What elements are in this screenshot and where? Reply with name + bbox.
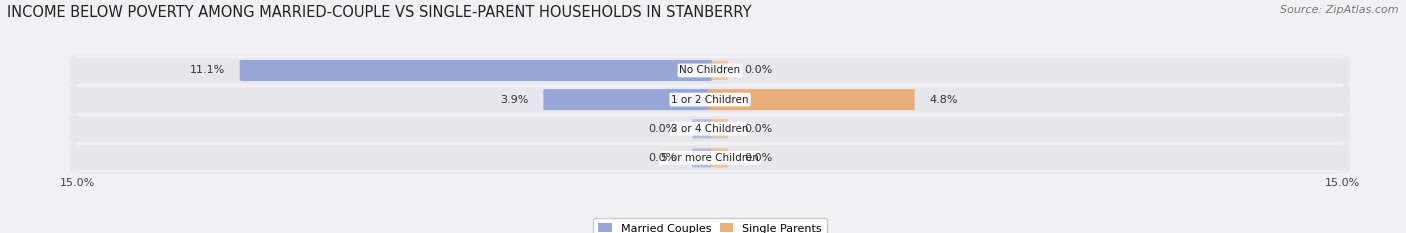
FancyBboxPatch shape	[692, 119, 711, 138]
FancyBboxPatch shape	[70, 84, 1350, 115]
FancyBboxPatch shape	[709, 61, 728, 80]
Text: 5 or more Children: 5 or more Children	[661, 153, 759, 163]
Text: Source: ZipAtlas.com: Source: ZipAtlas.com	[1281, 5, 1399, 15]
Legend: Married Couples, Single Parents: Married Couples, Single Parents	[593, 218, 827, 233]
FancyBboxPatch shape	[70, 55, 1350, 86]
Text: 0.0%: 0.0%	[744, 153, 772, 163]
FancyBboxPatch shape	[709, 89, 915, 110]
Text: 0.0%: 0.0%	[744, 124, 772, 134]
Text: 3.9%: 3.9%	[501, 95, 529, 105]
Text: 0.0%: 0.0%	[648, 153, 676, 163]
FancyBboxPatch shape	[692, 148, 711, 168]
FancyBboxPatch shape	[544, 89, 713, 110]
Text: 4.8%: 4.8%	[929, 95, 957, 105]
Text: INCOME BELOW POVERTY AMONG MARRIED-COUPLE VS SINGLE-PARENT HOUSEHOLDS IN STANBER: INCOME BELOW POVERTY AMONG MARRIED-COUPL…	[7, 5, 752, 20]
FancyBboxPatch shape	[70, 113, 1350, 144]
Text: 0.0%: 0.0%	[648, 124, 676, 134]
Text: 0.0%: 0.0%	[744, 65, 772, 75]
Text: 3 or 4 Children: 3 or 4 Children	[671, 124, 749, 134]
FancyBboxPatch shape	[709, 148, 728, 168]
Text: No Children: No Children	[679, 65, 741, 75]
FancyBboxPatch shape	[709, 119, 728, 138]
Text: 1 or 2 Children: 1 or 2 Children	[671, 95, 749, 105]
FancyBboxPatch shape	[240, 60, 713, 81]
Text: 11.1%: 11.1%	[190, 65, 225, 75]
FancyBboxPatch shape	[70, 143, 1350, 173]
